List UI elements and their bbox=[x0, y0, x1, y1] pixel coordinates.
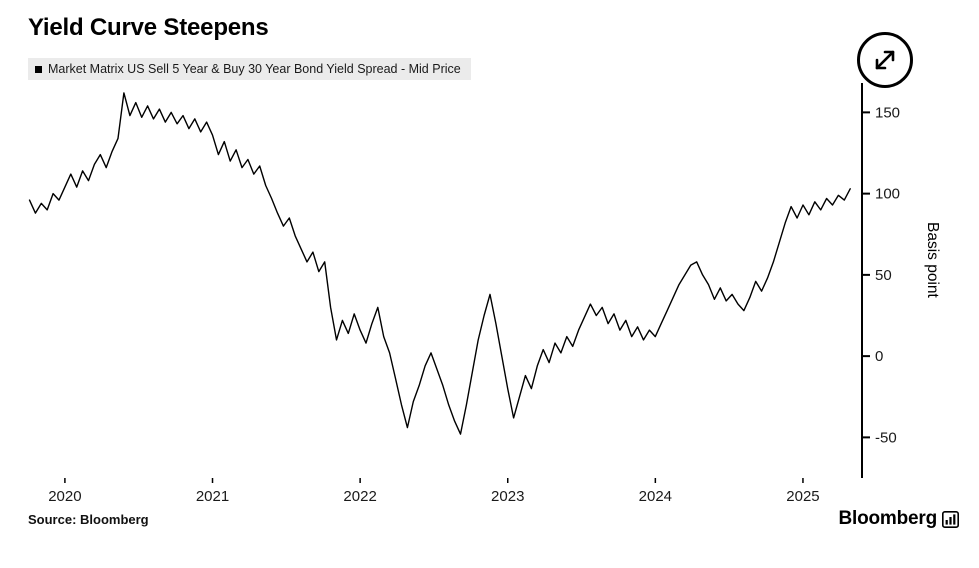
y-tick-label: 150 bbox=[875, 104, 900, 121]
y-tick-label: -50 bbox=[875, 429, 897, 446]
bloomberg-logo: Bloomberg bbox=[839, 508, 959, 530]
x-tick-label: 2022 bbox=[343, 488, 376, 505]
page-title: Yield Curve Steepens bbox=[28, 14, 269, 41]
expand-arrows-icon bbox=[875, 50, 895, 70]
bloomberg-wordmark: Bloomberg bbox=[838, 508, 938, 529]
bloomberg-terminal-icon bbox=[942, 510, 959, 528]
legend: Market Matrix US Sell 5 Year & Buy 30 Ye… bbox=[28, 58, 471, 80]
series-swatch-icon bbox=[35, 65, 42, 73]
expand-button[interactable] bbox=[857, 32, 913, 88]
spread-series-line bbox=[28, 92, 851, 435]
y-axis-label: Basis point bbox=[924, 222, 941, 299]
x-tick-label: 2024 bbox=[639, 488, 672, 505]
source-credit: Source: Bloomberg bbox=[28, 512, 149, 527]
legend-label: Market Matrix US Sell 5 Year & Buy 30 Ye… bbox=[48, 62, 461, 76]
x-tick-label: 2021 bbox=[196, 488, 229, 505]
x-tick-label: 2023 bbox=[491, 488, 524, 505]
x-tick-label: 2025 bbox=[786, 488, 819, 505]
y-tick-label: 0 bbox=[875, 348, 883, 365]
y-tick-label: 50 bbox=[875, 267, 892, 284]
x-tick-label: 2020 bbox=[48, 488, 81, 505]
y-tick-label: 100 bbox=[875, 186, 900, 203]
